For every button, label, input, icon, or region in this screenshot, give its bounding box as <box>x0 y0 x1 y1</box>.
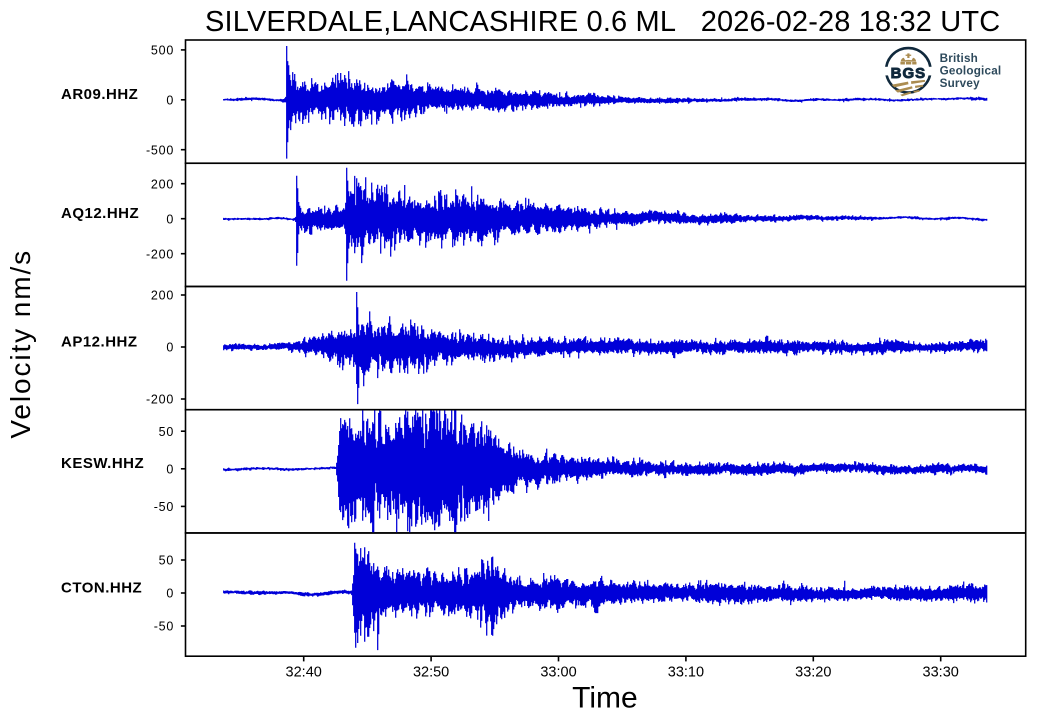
svg-text:Survey: Survey <box>940 77 980 90</box>
svg-text:50: 50 <box>159 425 175 439</box>
svg-text:BGS: BGS <box>891 65 927 82</box>
svg-text:500: 500 <box>151 44 174 58</box>
svg-text:0: 0 <box>166 587 174 601</box>
svg-text:33:30: 33:30 <box>923 664 959 680</box>
svg-text:0: 0 <box>166 462 174 476</box>
svg-text:CTON.HHZ: CTON.HHZ <box>61 579 142 596</box>
svg-text:Velocity nm/s: Velocity nm/s <box>5 249 36 439</box>
svg-text:-200: -200 <box>146 247 174 261</box>
svg-text:32:50: 32:50 <box>413 664 449 680</box>
svg-text:-50: -50 <box>154 500 174 514</box>
svg-text:0: 0 <box>166 212 174 226</box>
svg-text:33:10: 33:10 <box>668 664 704 680</box>
svg-text:British: British <box>940 52 978 65</box>
svg-text:-500: -500 <box>146 143 174 157</box>
svg-text:32:40: 32:40 <box>286 664 322 680</box>
svg-text:50: 50 <box>159 554 175 568</box>
svg-text:AQ12.HHZ: AQ12.HHZ <box>61 205 139 222</box>
svg-text:200: 200 <box>151 289 174 303</box>
svg-text:Time: Time <box>572 682 638 715</box>
svg-text:0: 0 <box>166 93 174 107</box>
svg-text:AR09.HHZ: AR09.HHZ <box>61 86 138 103</box>
svg-text:KESW.HHZ: KESW.HHZ <box>61 455 144 472</box>
svg-text:33:20: 33:20 <box>795 664 831 680</box>
svg-text:SILVERDALE,LANCASHIRE 0.6 ML: SILVERDALE,LANCASHIRE 0.6 ML 2026-02-28 … <box>205 6 1000 38</box>
svg-text:0: 0 <box>166 341 174 355</box>
svg-text:Geological: Geological <box>940 64 1002 77</box>
svg-text:-50: -50 <box>154 620 174 634</box>
svg-text:33:00: 33:00 <box>540 664 576 680</box>
svg-text:AP12.HHZ: AP12.HHZ <box>61 333 138 350</box>
svg-text:-200: -200 <box>146 393 174 407</box>
svg-text:200: 200 <box>151 177 174 191</box>
